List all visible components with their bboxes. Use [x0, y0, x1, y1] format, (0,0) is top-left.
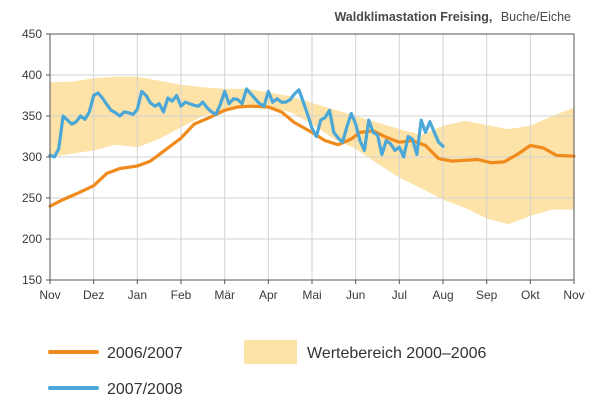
ytick-label-300: 300: [22, 150, 42, 164]
legend-label-2007: 2007/2008: [107, 381, 183, 398]
legend: 2006/2007 2007/2008 Wertebereich 2000–20…: [48, 340, 486, 398]
legend-label-2006: 2006/2007: [107, 345, 183, 362]
xtick-label-9: Aug: [432, 288, 453, 302]
ytick-label-400: 400: [22, 68, 42, 82]
ytick-label-350: 350: [22, 109, 42, 123]
series-line-1: [48, 87, 445, 159]
series-line-0: [48, 104, 576, 208]
xtick-label-5: Apr: [259, 288, 278, 302]
ytick-label-450: 450: [22, 27, 42, 41]
xtick-label-4: Mär: [214, 288, 235, 302]
chart-title-sub: Buche/Eiche: [501, 10, 571, 24]
chart-title-main: Waldklimastation Freising,: [334, 10, 492, 24]
xtick-label-12: Nov: [563, 288, 584, 302]
xtick-label-3: Feb: [171, 288, 192, 302]
chart-title: Waldklimastation Freising, Buche/Eiche: [334, 8, 571, 25]
legend-swatch-band: [244, 340, 297, 364]
ytick-label-250: 250: [22, 191, 42, 205]
xtick-label-11: Okt: [521, 288, 540, 302]
ytick-label-200: 200: [22, 232, 42, 246]
xtick-label-6: Mai: [302, 288, 321, 302]
xtick-label-8: Jul: [392, 288, 407, 302]
xtick-label-10: Sep: [476, 288, 498, 302]
ytick-label-150: 150: [22, 273, 42, 287]
xtick-label-0: Nov: [39, 288, 60, 302]
xtick-label-7: Jun: [346, 288, 365, 302]
xtick-label-1: Dez: [83, 288, 104, 302]
plot-area: 150 200 250 300 350 400 450 Nov Dez Jan Feb Mär Apr M…: [22, 27, 585, 302]
legend-label-band: Wertebereich 2000–2006: [307, 345, 486, 362]
xtick-label-2: Jan: [128, 288, 147, 302]
